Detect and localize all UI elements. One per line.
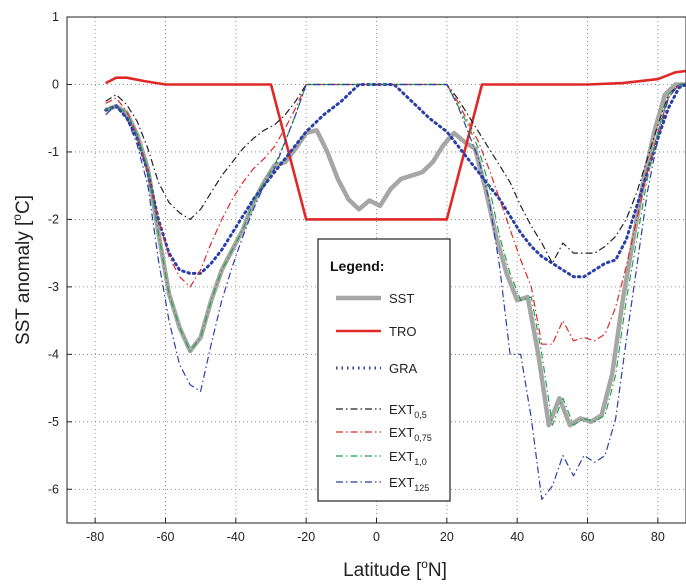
x-tick-label: 60: [581, 530, 595, 544]
x-tick-label: 20: [440, 530, 454, 544]
y-tick-label: -1: [48, 145, 59, 159]
x-axis-title: Latitude [oN]: [343, 557, 447, 581]
y-tick-label: -2: [48, 212, 59, 226]
legend-label-gra: GRA: [389, 361, 418, 376]
x-tick-label: 80: [651, 530, 665, 544]
y-axis-title: SST anomaly [oC]: [10, 195, 34, 345]
y-axis-title-suffix: C]: [13, 195, 34, 214]
x-tick-label: -80: [86, 530, 104, 544]
legend-label-sst: SST: [389, 291, 414, 306]
y-tick-label: -5: [48, 415, 59, 429]
y-tick-label: -4: [48, 347, 59, 361]
y-tick-label: 1: [52, 10, 59, 24]
x-tick-label: 0: [373, 530, 380, 544]
x-axis-title-suffix: N]: [428, 560, 447, 581]
y-tick-label: -3: [48, 280, 59, 294]
x-tick-label: -60: [156, 530, 174, 544]
x-tick-label: -40: [227, 530, 245, 544]
y-tick-label: 0: [52, 77, 59, 91]
legend-title: Legend:: [330, 258, 384, 274]
x-tick-label: -20: [297, 530, 315, 544]
legend: Legend: SSTTROGRAEXT0,5EXT0,75EXT1,0EXT1…: [318, 239, 450, 501]
series-line-tro: [106, 71, 686, 219]
x-tick-label: 40: [510, 530, 524, 544]
y-tick-label: -6: [48, 482, 59, 496]
series-line-ext-05: [106, 85, 686, 264]
legend-label-tro: TRO: [389, 324, 416, 339]
legend-box: [318, 239, 450, 501]
